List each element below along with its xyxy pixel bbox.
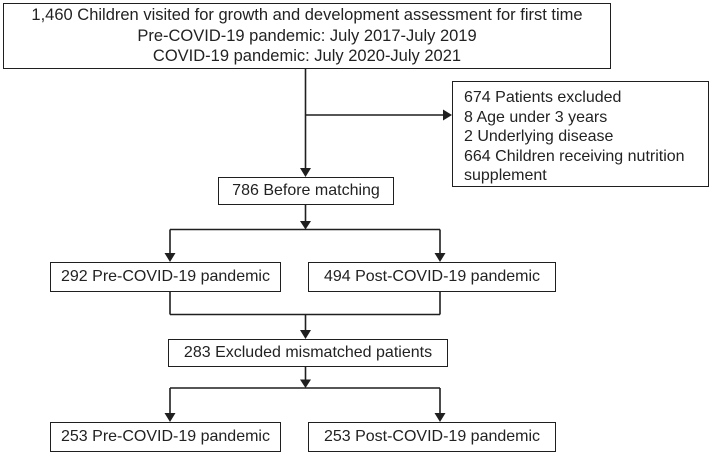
excluded-mismatched-label: 283 Excluded mismatched patients — [183, 344, 433, 361]
connector-initial-to-before-matching — [300, 68, 311, 177]
arrowhead-down-icon — [164, 253, 176, 262]
arrowhead-down-icon — [164, 413, 176, 422]
initial-cohort-line-1: 1,460 Children visited for growth and de… — [31, 6, 583, 25]
post-covid-unmatched-label: 494 Post-COVID-19 pandemic — [323, 268, 541, 285]
node-patients-excluded: 674 Patients excluded 8 Age under 3 year… — [452, 81, 709, 187]
excluded-reason-supplement: 664 Children receiving nutrition supplem… — [464, 147, 685, 185]
excluded-total: 674 Patients excluded — [464, 89, 622, 106]
node-pre-covid-unmatched: 292 Pre-COVID-19 pandemic — [50, 262, 281, 292]
pre-covid-unmatched-label: 292 Pre-COVID-19 pandemic — [61, 268, 270, 285]
excluded-reason-disease: 2 Underlying disease — [464, 128, 614, 145]
initial-cohort-line-2: Pre-COVID-19 pandemic: July 2017-July 20… — [137, 26, 477, 45]
node-post-covid-matched: 253 Post-COVID-19 pandemic — [308, 422, 556, 452]
connector-split-mismatched — [164, 367, 446, 422]
connector-branch-to-excluded — [305, 109, 452, 121]
excluded-reason-age: 8 Age under 3 years — [464, 108, 608, 126]
node-initial-cohort: 1,460 Children visited for growth and de… — [3, 3, 611, 69]
initial-cohort-line-3: COVID-19 pandemic: July 2020-July 2021 — [152, 47, 462, 66]
connector-split-before-matching — [164, 205, 446, 262]
node-post-covid-unmatched: 494 Post-COVID-19 pandemic — [308, 262, 556, 292]
arrowhead-down-icon — [300, 379, 311, 388]
before-matching-label: 786 Before matching — [232, 182, 380, 199]
pre-covid-matched-label: 253 Pre-COVID-19 pandemic — [61, 428, 270, 445]
arrowhead-down-icon — [300, 168, 311, 177]
node-before-matching: 786 Before matching — [218, 177, 394, 205]
arrowhead-down-icon — [300, 221, 311, 230]
post-covid-matched-label: 253 Post-COVID-19 pandemic — [323, 428, 541, 445]
arrowhead-down-icon — [300, 330, 311, 339]
arrowhead-down-icon — [434, 413, 446, 422]
node-excluded-mismatched: 283 Excluded mismatched patients — [168, 339, 448, 367]
arrowhead-down-icon — [434, 253, 446, 262]
connector-merge-to-mismatched — [169, 292, 441, 339]
node-pre-covid-matched: 253 Pre-COVID-19 pandemic — [50, 422, 281, 452]
arrowhead-right-icon — [443, 109, 452, 121]
